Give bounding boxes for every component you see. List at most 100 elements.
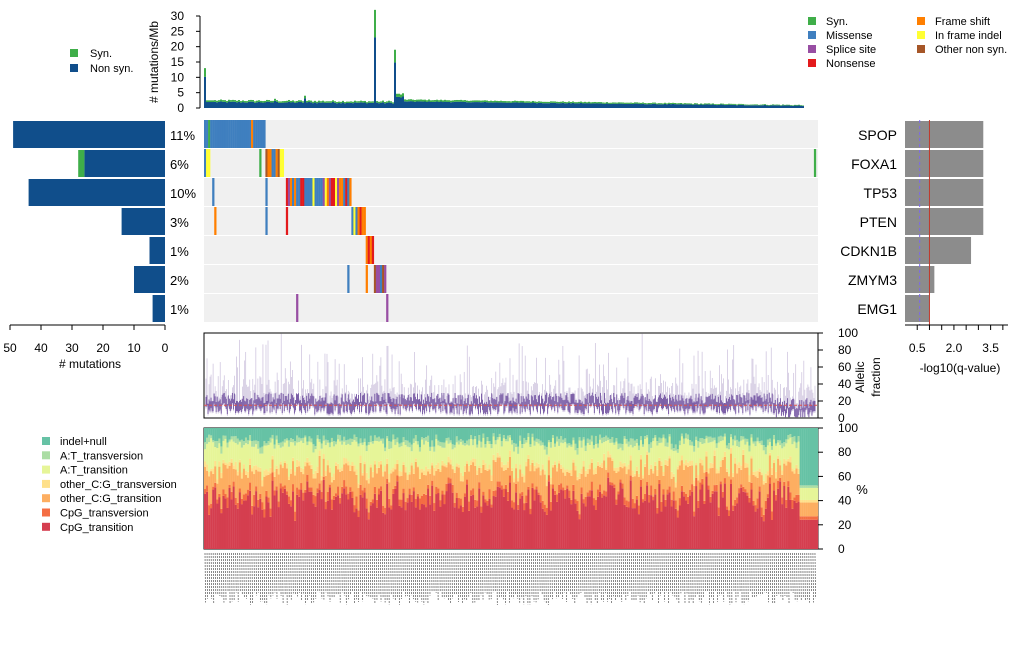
spectrum-segment bbox=[553, 446, 557, 462]
sample-name-mark bbox=[347, 552, 349, 600]
spectrum-segment bbox=[326, 442, 329, 461]
spectrum-segment bbox=[789, 428, 792, 435]
spectrum-segment bbox=[689, 440, 692, 446]
gene-percent-label: 10% bbox=[170, 186, 196, 201]
sample-name-mark bbox=[730, 552, 733, 604]
spectrum-segment bbox=[799, 502, 802, 517]
spectrum-segment bbox=[422, 493, 426, 505]
spectrum-segment bbox=[228, 465, 231, 486]
sample-name-mark bbox=[788, 552, 790, 604]
spectrum-segment bbox=[609, 428, 612, 439]
spectrum-segment bbox=[287, 476, 291, 480]
spectrum-segment bbox=[496, 439, 499, 453]
spectrum-segment bbox=[433, 428, 436, 447]
spectrum-segment bbox=[300, 489, 303, 549]
rate-bar-nonsyn bbox=[662, 104, 664, 108]
oncoprint-cell bbox=[380, 265, 383, 293]
spectrum-segment bbox=[316, 466, 319, 473]
spectrum-segment bbox=[427, 428, 430, 436]
spectrum-segment bbox=[719, 428, 722, 436]
sample-name-mark bbox=[724, 552, 727, 592]
rate-bar-nonsyn bbox=[688, 104, 690, 108]
spectrum-segment bbox=[701, 478, 704, 485]
oncoprint-cell bbox=[206, 149, 209, 177]
spectrum-segment bbox=[537, 443, 540, 464]
spectrum-segment bbox=[787, 435, 790, 440]
spectrum-segment bbox=[349, 438, 352, 446]
spectrum-segment bbox=[273, 490, 276, 496]
spectrum-segment bbox=[570, 446, 573, 471]
rate-bar-syn bbox=[776, 104, 778, 106]
spectrum-segment bbox=[525, 440, 528, 443]
spectrum-segment bbox=[517, 477, 520, 482]
sample-name-mark bbox=[471, 552, 474, 603]
spectrum-segment bbox=[492, 428, 495, 434]
spectrum-segment bbox=[449, 459, 452, 465]
rate-bar-syn bbox=[668, 102, 670, 104]
spectrum-segment bbox=[306, 428, 309, 442]
sample-name-mark bbox=[269, 552, 272, 599]
spectrum-segment bbox=[644, 466, 647, 494]
gene-x-tick-label: 10 bbox=[127, 341, 141, 355]
rate-bar-syn bbox=[496, 100, 498, 103]
spectrum-segment bbox=[304, 492, 307, 549]
sample-name-mark bbox=[296, 552, 298, 597]
spectrum-segment bbox=[353, 465, 356, 472]
spectrum-segment bbox=[302, 492, 305, 501]
sample-name-mark bbox=[708, 552, 710, 605]
spectrum-segment bbox=[287, 479, 291, 497]
spectrum-segment bbox=[562, 439, 565, 444]
spectrum-segment bbox=[283, 463, 287, 486]
spectrum-segment bbox=[508, 450, 512, 457]
sample-name-mark bbox=[741, 552, 743, 604]
spectrum-segment bbox=[658, 457, 661, 461]
spectrum-segment bbox=[310, 487, 313, 492]
spectrum-segment bbox=[533, 428, 536, 441]
spectrum-segment bbox=[703, 443, 706, 470]
sample-name-mark bbox=[390, 552, 392, 595]
spectrum-segment bbox=[480, 506, 483, 513]
spectrum-segment bbox=[334, 441, 338, 445]
spectrum-segment bbox=[449, 428, 452, 441]
spectrum-segment bbox=[371, 441, 375, 444]
sample-name-mark bbox=[257, 552, 259, 593]
spectrum-segment bbox=[680, 485, 684, 492]
spectrum-segment bbox=[314, 506, 317, 549]
spectrum-segment bbox=[220, 513, 223, 549]
rate-bar-nonsyn bbox=[368, 102, 370, 108]
af-tick-label: 0 bbox=[838, 411, 845, 425]
spectrum-segment bbox=[539, 475, 542, 496]
spectrum-segment bbox=[267, 444, 270, 472]
spectrum-segment bbox=[517, 446, 520, 454]
spectrum-segment bbox=[592, 448, 596, 470]
sample-name-mark bbox=[773, 552, 776, 605]
spectrum-segment bbox=[777, 458, 780, 481]
spectrum-segment bbox=[292, 439, 295, 443]
spectrum-segment bbox=[402, 493, 405, 549]
spectrum-segment bbox=[582, 503, 585, 549]
rate-bar-nonsyn bbox=[508, 102, 510, 108]
spectrum-segment bbox=[326, 465, 329, 492]
spectrum-segment bbox=[308, 491, 311, 549]
spectrum-segment bbox=[809, 485, 813, 488]
sample-name-mark bbox=[406, 552, 408, 597]
spectrum-segment bbox=[369, 464, 372, 468]
spectrum-segment bbox=[639, 428, 643, 437]
spectrum-segment bbox=[304, 489, 307, 493]
spectrum-segment bbox=[770, 474, 774, 512]
rate-bar-nonsyn bbox=[470, 102, 472, 108]
spectrum-segment bbox=[445, 483, 448, 492]
spectrum-segment bbox=[496, 481, 499, 487]
spectrum-segment bbox=[298, 442, 301, 462]
spectrum-segment bbox=[400, 499, 403, 508]
spectrum-segment bbox=[531, 462, 534, 484]
spectrum-segment bbox=[373, 493, 377, 549]
spectrum-segment bbox=[353, 434, 356, 441]
spectrum-segment bbox=[267, 471, 270, 475]
spectrum-segment bbox=[465, 440, 469, 445]
sample-name-mark bbox=[218, 552, 221, 596]
spectrum-segment bbox=[727, 473, 731, 477]
spectrum-segment bbox=[527, 433, 530, 437]
spectrum-segment bbox=[529, 514, 532, 549]
rate-bar-syn bbox=[318, 100, 320, 103]
